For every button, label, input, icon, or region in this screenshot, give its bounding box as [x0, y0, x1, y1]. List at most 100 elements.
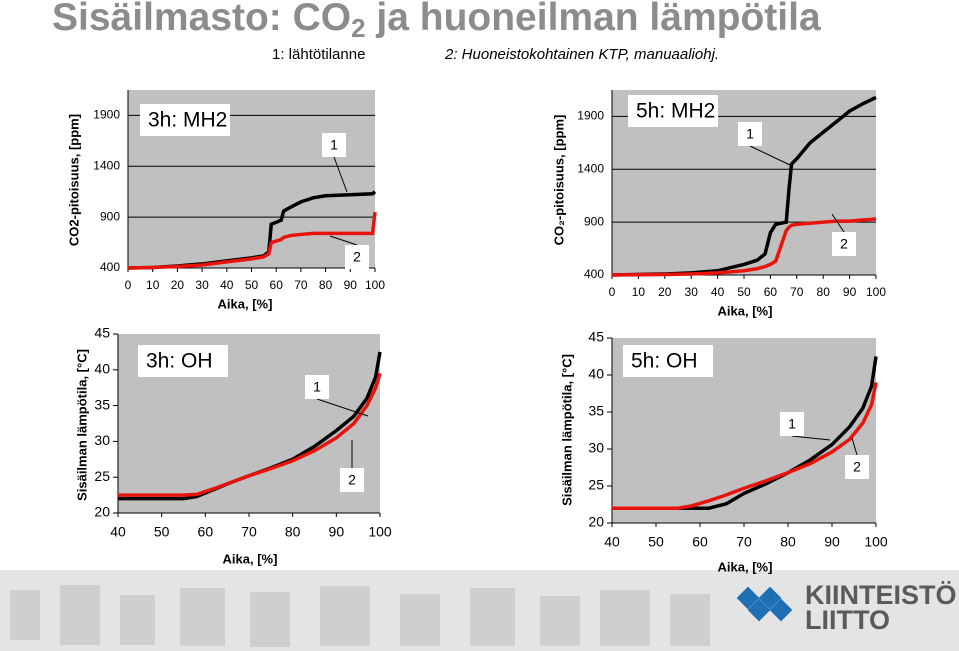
skyline-windows	[10, 585, 710, 647]
annotation-label: 1	[330, 137, 338, 153]
x-tick-label: 50	[648, 534, 664, 550]
panel-label: 5h: OH	[631, 350, 698, 373]
x-tick-label: 30	[195, 278, 209, 292]
annotation-box	[340, 468, 364, 492]
leader-line	[316, 398, 369, 417]
x-tick-label: 80	[817, 285, 831, 299]
logo-text: LIITTO	[805, 605, 890, 635]
x-tick-label: 90	[824, 534, 840, 550]
x-axis-label: Aika, [%]	[223, 551, 278, 566]
y-tick-label: 1900	[93, 108, 120, 122]
y-tick-label: 900	[584, 214, 604, 228]
series-line	[118, 372, 382, 497]
panel-label: 3h: MH2	[148, 109, 227, 132]
x-tick-label: 100	[866, 285, 886, 299]
panel-box	[140, 104, 230, 136]
series-line	[611, 217, 877, 277]
x-tick-label: 20	[658, 285, 672, 299]
x-tick-label: 40	[220, 278, 234, 292]
y-tick-label: 30	[588, 440, 604, 456]
x-tick-label: 60	[270, 278, 284, 292]
panel-box	[138, 345, 228, 377]
annotation-label: 1	[313, 379, 321, 395]
x-tick-label: 60	[692, 534, 708, 550]
x-tick-label: 0	[609, 285, 616, 299]
y-tick-label: 35	[588, 403, 604, 419]
x-tick-label: 50	[154, 524, 170, 540]
note-1: 1: lähtötilanne	[272, 46, 365, 63]
y-tick-label: 30	[94, 432, 110, 448]
leader-line	[791, 435, 831, 441]
panel-box	[628, 95, 718, 127]
logo: KIINTEISTÖ LIITTO	[736, 580, 957, 635]
annotation-label: 2	[348, 472, 356, 488]
annotation-label: 1	[746, 126, 754, 142]
note-2: 2: Huoneistokohtainen KTP, manuaaliohj.	[444, 46, 719, 63]
y-tick-label: 400	[584, 267, 604, 281]
leader-line	[851, 437, 858, 456]
x-tick-label: 100	[864, 534, 888, 550]
x-tick-label: 100	[365, 278, 385, 292]
x-tick-label: 0	[125, 278, 132, 292]
y-tick-label: 25	[94, 468, 110, 484]
slide-title: Sisäilmasto: CO2 ja huoneilman lämpötila	[52, 0, 821, 43]
y-axis-label: CO2-pitoisuus, [ppm]	[66, 114, 81, 246]
annotation-box	[738, 122, 762, 146]
annotation-box	[305, 375, 329, 399]
y-tick-label: 25	[588, 477, 604, 493]
x-tick-label: 40	[604, 534, 620, 550]
x-tick-label: 40	[110, 524, 126, 540]
x-tick-label: 40	[711, 285, 725, 299]
y-tick-label: 400	[100, 260, 120, 274]
series-line	[612, 382, 878, 510]
y-axis-label: CO₂-pitoisuus, [ppm]	[551, 115, 566, 246]
y-axis-label: Sisäilman lämpötila, [°C]	[74, 349, 89, 501]
x-tick-label: 90	[344, 278, 358, 292]
x-tick-label: 50	[245, 278, 259, 292]
y-tick-label: 45	[94, 325, 110, 341]
x-axis-label: Aika, [%]	[218, 296, 273, 311]
panel-label: 3h: OH	[146, 350, 213, 373]
series-line	[127, 211, 377, 270]
panel-label: 5h: MH2	[636, 100, 715, 123]
x-tick-label: 70	[294, 278, 308, 292]
y-tick-label: 40	[588, 366, 604, 382]
x-tick-label: 10	[632, 285, 646, 299]
leader-line	[333, 156, 348, 193]
annotation-box	[322, 133, 346, 157]
annotation-box	[845, 455, 869, 479]
y-tick-label: 900	[100, 209, 120, 223]
series-line	[611, 95, 877, 277]
annotation-label: 2	[353, 249, 361, 265]
leader-line	[831, 213, 845, 233]
y-tick-label: 1400	[577, 161, 604, 175]
annotation-label: 1	[788, 416, 796, 432]
y-tick-label: 20	[588, 514, 604, 530]
x-tick-label: 60	[764, 285, 778, 299]
y-tick-label: 1400	[93, 158, 120, 172]
x-tick-label: 20	[171, 278, 185, 292]
leader-line	[749, 145, 791, 166]
x-tick-label: 90	[329, 524, 345, 540]
x-tick-label: 30	[685, 285, 699, 299]
x-tick-label: 70	[790, 285, 804, 299]
panel-box	[623, 345, 713, 377]
x-tick-label: 90	[843, 285, 857, 299]
x-tick-label: 10	[146, 278, 160, 292]
annotation-label: 2	[853, 459, 861, 475]
annotation-box	[832, 232, 856, 256]
x-tick-label: 70	[736, 534, 752, 550]
y-tick-label: 45	[588, 329, 604, 345]
x-axis-label: Aika, [%]	[718, 559, 773, 574]
logo-text: KIINTEISTÖ	[805, 580, 957, 610]
annotation-box	[345, 245, 369, 269]
y-tick-label: 35	[94, 396, 110, 412]
x-tick-label: 60	[198, 524, 214, 540]
x-tick-label: 70	[241, 524, 257, 540]
x-tick-label: 100	[368, 524, 392, 540]
annotation-label: 2	[840, 236, 848, 252]
y-tick-label: 40	[94, 361, 110, 377]
y-axis-label: Sisäilman lämpötila, [°C]	[559, 354, 574, 506]
y-tick-label: 1900	[577, 109, 604, 123]
